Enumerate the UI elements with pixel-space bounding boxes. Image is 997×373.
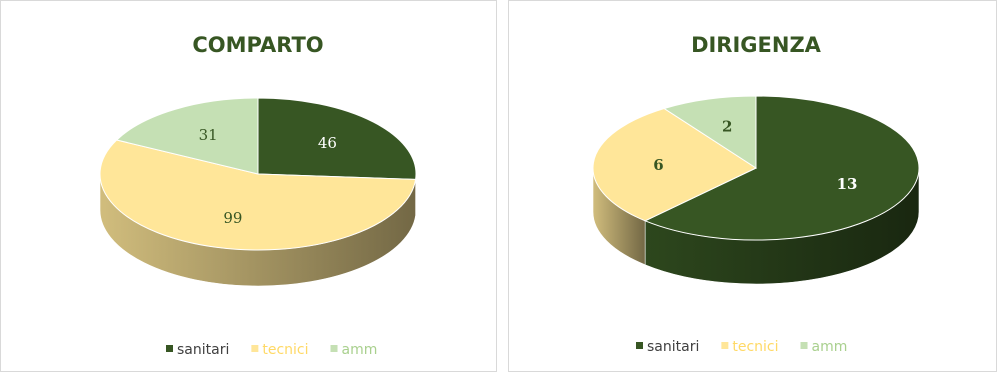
legend-label-tecnici: tecnici: [732, 339, 778, 355]
legend-label-amm: amm: [342, 342, 378, 358]
chart-title: DIRIGENZA: [691, 33, 822, 57]
data-label-sanitari: 13: [837, 175, 858, 193]
legend-swatch-amm: [331, 345, 338, 352]
chart-title: COMPARTO: [192, 33, 323, 57]
legend-label-sanitari: sanitari: [647, 339, 699, 355]
legend-swatch-tecnici: [251, 345, 258, 352]
legend-swatch-tecnici: [721, 342, 728, 349]
legend: sanitari tecnici amm: [166, 342, 377, 358]
data-label-amm: 31: [199, 126, 218, 144]
data-label-sanitari: 46: [318, 134, 337, 152]
pie-chart-comparto: COMPARTO 46 99 31 sanitari tecnici amm: [1, 1, 498, 373]
legend: sanitari tecnici amm: [636, 339, 847, 355]
data-label-tecnici: 6: [653, 156, 663, 174]
data-label-tecnici: 99: [223, 209, 242, 227]
legend-swatch-sanitari: [166, 345, 173, 352]
chart-panel-dirigenza: DIRIGENZA 13 6 2 sanitari tecnici amm: [508, 0, 997, 372]
pie-top: [100, 98, 416, 250]
legend-label-sanitari: sanitari: [177, 342, 229, 358]
pie-top: [593, 96, 919, 240]
pie-chart-dirigenza: DIRIGENZA 13 6 2 sanitari tecnici amm: [509, 1, 997, 373]
legend-label-amm: amm: [812, 339, 848, 355]
legend-label-tecnici: tecnici: [262, 342, 308, 358]
data-label-amm: 2: [722, 118, 732, 136]
chart-panel-comparto: COMPARTO 46 99 31 sanitari tecnici amm: [0, 0, 497, 372]
pie-slice-sanitari: [258, 98, 416, 179]
legend-swatch-amm: [801, 342, 808, 349]
legend-swatch-sanitari: [636, 342, 643, 349]
